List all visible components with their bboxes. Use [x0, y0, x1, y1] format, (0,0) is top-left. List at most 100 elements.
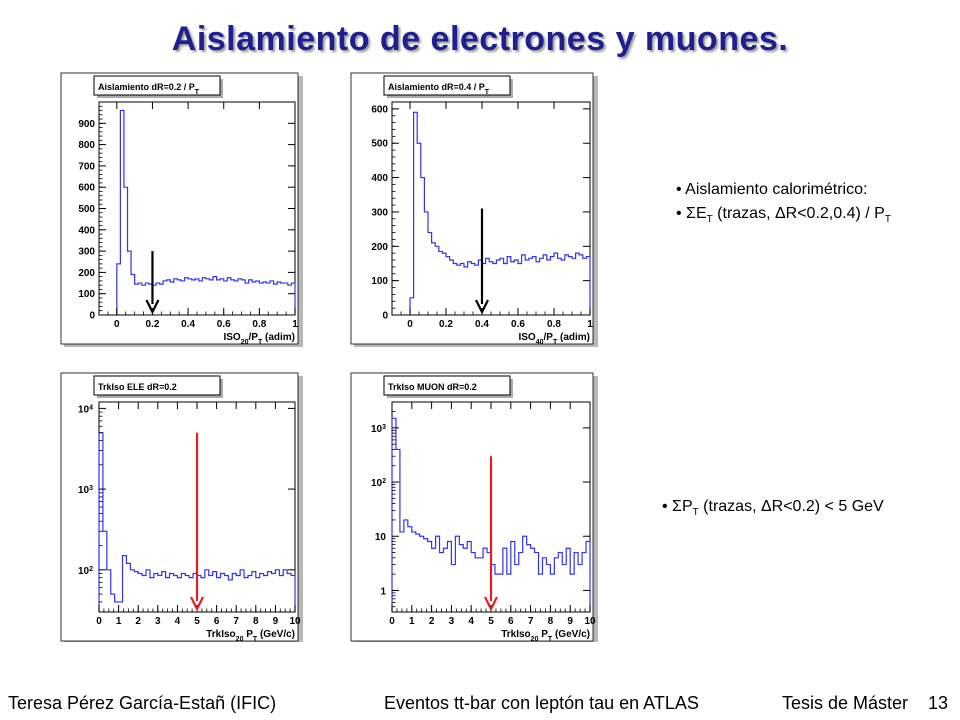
x-tick-label: 8: [548, 616, 554, 627]
bullet-sum-pt-sub: T: [692, 507, 699, 519]
x-tick-label: 5: [194, 616, 200, 627]
title-box: [383, 75, 511, 96]
x-tick-label: 7: [233, 616, 239, 627]
x-tick-label: 3: [449, 616, 455, 627]
y-tick-label: 0: [89, 311, 95, 322]
x-tick-label: 1: [587, 319, 593, 330]
x-tick-label: 0: [389, 616, 395, 627]
x-tick-label: 0.8: [547, 319, 561, 330]
bullet-sum-et-sub2: T: [884, 214, 891, 226]
histogram-iso20: Aislamiento dR=0.2 / PT 0 0.2 0.4 0.6 0.8 1 0 10…: [60, 72, 303, 347]
x-tick-label: 0.2: [146, 319, 160, 330]
canvas-frame: [60, 372, 299, 642]
footer-right: Tesis de Máster: [782, 693, 909, 713]
histogram-title: TrkIso MUON dR=0.2: [388, 382, 477, 392]
bullet-sum-et-post: (trazas, ΔR<0.2,0.4) / P: [712, 205, 885, 222]
y-tick-label: 200: [371, 242, 388, 253]
title-box: [383, 375, 511, 396]
bullet-aislamiento: • Aislamiento calorimétrico:: [676, 181, 868, 198]
y-tick-label: 100: [78, 289, 95, 300]
y-tick-label: 600: [78, 183, 95, 194]
footer-center: Eventos tt-bar con leptón tau en ATLAS: [384, 693, 699, 713]
x-tick-label: 0.2: [439, 319, 453, 330]
y-tick-label: 900: [78, 119, 95, 130]
x-tick-label: 5: [488, 616, 494, 627]
footer-author: Teresa Pérez García-Estañ (IFIC): [8, 693, 277, 713]
y-tick-label: 700: [78, 161, 95, 172]
x-axis-label: TrkIso20 PT (GeV/c): [206, 629, 295, 642]
x-tick-label: 0.4: [181, 319, 195, 330]
x-tick-label: 0.6: [511, 319, 525, 330]
x-tick-label: 3: [155, 616, 161, 627]
x-axis-label: ISO20/PT (adim): [223, 332, 295, 346]
footer-page-number: 13: [928, 693, 949, 713]
title-box: [93, 75, 221, 96]
y-tick-label: 1: [380, 586, 386, 597]
x-tick-label: 0.8: [252, 319, 266, 330]
bullet-sum-et-pre: • ΣE: [676, 205, 707, 222]
bullet-sum-pt: • ΣPT (trazas, ΔR<0.2) < 5 GeV: [662, 495, 884, 525]
x-axis-label: TrkIso20 PT (GeV/c): [501, 629, 590, 642]
histogram-iso40: Aislamiento dR=0.4 / PT 0 0.2 0.4 0.6 0.8 1 0 10…: [350, 72, 598, 347]
y-tick-label: 102: [78, 565, 93, 577]
x-tick-label: 1: [116, 616, 122, 627]
histogram-trkiso-muon: TrkIso MUON dR=0.2 0 1 2 3 4 5 6 7 8 9 10 1 10 102 103 T…: [350, 372, 598, 642]
cut-arrow-head: [190, 596, 204, 612]
y-tick-label: 400: [78, 225, 95, 236]
x-tick-label: 9: [567, 616, 573, 627]
histogram-title: TrkIso ELE dR=0.2: [98, 382, 177, 392]
x-tick-label: 0: [407, 319, 413, 330]
y-tick-label: 103: [371, 423, 386, 435]
canvas-frame: [350, 72, 594, 345]
x-tick-label: 10: [289, 616, 301, 627]
y-tick-label: 500: [78, 204, 95, 215]
x-tick-label: 0: [114, 319, 120, 330]
x-tick-label: 7: [528, 616, 534, 627]
bullets-calorimetric: • Aislamiento calorimétrico: • ΣE T (traz…: [676, 178, 891, 232]
histogram-title: Aislamiento dR=0.4 / PT: [388, 82, 490, 96]
y-tick-label: 400: [371, 173, 388, 184]
x-tick-label: 2: [429, 616, 435, 627]
x-tick-label: 10: [584, 616, 596, 627]
x-tick-label: 0.4: [475, 319, 489, 330]
y-tick-label: 100: [371, 276, 388, 287]
x-tick-label: 8: [253, 616, 259, 627]
cut-arrow-head: [475, 299, 489, 315]
x-axis-label: ISO40/PT (adim): [518, 332, 590, 346]
cut-arrow-head: [145, 299, 160, 315]
y-tick-label: 500: [371, 139, 388, 150]
y-tick-label: 102: [371, 478, 386, 490]
bullet-sum-et: • ΣET (trazas, ΔR<0.2,0.4) / PT: [676, 202, 891, 232]
x-tick-label: 1: [409, 616, 415, 627]
y-tick-label: 103: [78, 485, 93, 497]
bullet-sum-pt-pre: • ΣP: [662, 498, 693, 515]
y-tick-label: 800: [78, 140, 95, 151]
y-tick-label: 300: [78, 247, 95, 258]
histogram-line: [116, 109, 296, 315]
bullets-track: • ΣPT (trazas, ΔR<0.2) < 5 GeV: [662, 495, 884, 525]
x-tick-label: 6: [508, 616, 514, 627]
y-tick-label: 10: [375, 532, 387, 543]
canvas-frame: [60, 72, 299, 345]
x-tick-label: 6: [214, 616, 220, 627]
x-tick-label: 2: [135, 616, 141, 627]
y-tick-label: 104: [78, 404, 93, 416]
title-box: [93, 375, 221, 396]
x-tick-label: 0: [96, 616, 102, 627]
y-tick-label: 300: [371, 207, 388, 218]
x-tick-label: 4: [175, 616, 181, 627]
bullet-sum-pt-post: (trazas, ΔR<0.2) < 5 GeV: [698, 498, 884, 515]
cut-arrow-head: [484, 596, 498, 612]
x-tick-label: 9: [273, 616, 279, 627]
x-tick-label: 4: [468, 616, 474, 627]
slide-title: Aislamiento de electrones y muones.: [171, 20, 789, 58]
x-tick-label: 1: [292, 319, 298, 330]
canvas-frame: [350, 372, 594, 642]
y-tick-label: 200: [78, 268, 95, 279]
x-tick-label: 0.6: [217, 319, 231, 330]
y-tick-label: 600: [371, 104, 388, 115]
histogram-title: Aislamiento dR=0.2 / PT: [98, 82, 200, 96]
histogram-line: [409, 111, 591, 315]
y-tick-label: 0: [382, 311, 388, 322]
histogram-trkiso-ele: TrkIso ELE dR=0.2 0 1 2 3 4 5 6 7 8 9 10 102 103 104 Tr…: [60, 372, 303, 642]
